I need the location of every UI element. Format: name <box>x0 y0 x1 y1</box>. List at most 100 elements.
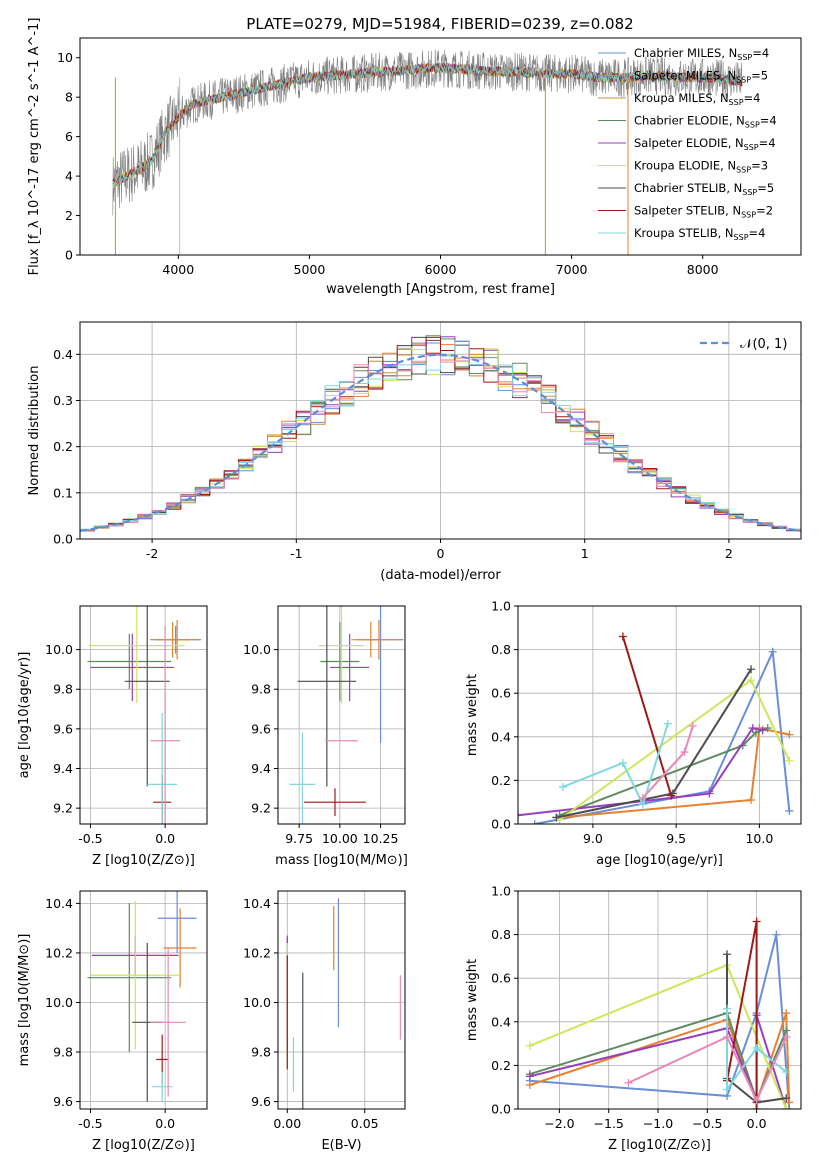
mass_vs_ebv-panel: 0.00 0.05 9.6 9.8 10.0 10.2 10.4 E(B-V) <box>243 890 406 1153</box>
age_vs_mass-xtick-label-1: 10.00 <box>322 831 358 846</box>
mass_vs_Z-xlabel: Z [log10(Z/Z⊙)] <box>92 1138 195 1153</box>
massweight_vs_age-ytick-label-1: 0.2 <box>491 773 511 788</box>
massweight_vs_age-marker-3-3 <box>758 726 767 735</box>
massweight_vs_age-frame-layer: 9.0 9.5 10.0 0.0 0.2 0.4 0.6 0.8 1.0 age [log10(a… <box>465 599 802 868</box>
residuals-xtick-label-3: 1 <box>581 546 589 561</box>
spectrum-legend-name-8: Kroupa STELIB, N <box>634 226 734 240</box>
massweight_vs_Z-marker-5-3 <box>782 1094 791 1103</box>
spectrum-plot-area <box>112 49 743 255</box>
mass_vs_ebv-frame <box>277 890 406 1110</box>
residuals-ytick-label-0: 0.0 <box>53 532 73 547</box>
spectrum-panel: 4000 5000 6000 7000 8000 0 2 4 6 8 10 Chabrier MILE… <box>27 18 802 297</box>
mass_vs_ebv-xtick-label-0: 0.00 <box>273 1116 301 1131</box>
spectrum-xtick-label-2: 6000 <box>425 262 457 277</box>
spectrum-legend-name-6: Chabrier STELIB, N <box>634 181 742 195</box>
spectrum-legend-count-8: =4 <box>749 226 766 240</box>
mass_vs_Z-xtick-label-1: 0.0 <box>155 1116 175 1131</box>
massweight_vs_Z-ytick-label-5: 1.0 <box>491 884 511 899</box>
massweight_vs_Z-xtick-label-3: −0.5 <box>692 1116 722 1131</box>
residuals-plot-area <box>80 335 801 534</box>
massweight_vs_age-marker-5-0 <box>552 813 561 822</box>
massweight_vs_Z-marker-8-2 <box>752 1096 761 1105</box>
spectrum-legend-name-3: Chabrier ELODIE, N <box>634 114 745 128</box>
massweight_vs_Z-ylabel: mass weight <box>465 959 480 1041</box>
residuals-xlabel: (data-model)/error <box>380 568 501 583</box>
massweight_vs_age-marker-6-0 <box>618 632 627 641</box>
massweight_vs_age-ytick-label-4: 0.8 <box>491 642 511 657</box>
mass_vs_Z-ytick-label-1: 9.8 <box>53 1045 73 1060</box>
residuals-xtick-label-4: 2 <box>725 546 733 561</box>
mass_vs_ebv-ytick-label-0: 9.6 <box>251 1094 271 1109</box>
age_vs_Z-panel: -0.5 0.0 9.2 9.4 9.6 9.8 10.0 Z [log10(Z/Z⊙)] ag… <box>17 605 208 868</box>
massweight_vs_age-marker-8-2 <box>688 721 697 730</box>
spectrum-xtick-label-0: 4000 <box>162 262 194 277</box>
spectrum-legend-label-4: Salpeter ELODIE, NSSP=4 <box>634 136 776 152</box>
mass_vs_Z-plot-area <box>87 891 197 1102</box>
age_vs_mass-xtick-label-2: 10.25 <box>363 831 399 846</box>
massweight_vs_Z-ytick-label-3: 0.6 <box>491 971 511 986</box>
massweight_vs_Z-marker-6-2 <box>752 1105 761 1109</box>
mass_vs_ebv-frame-layer: 0.00 0.05 9.6 9.8 10.0 10.2 10.4 E(B-V) <box>243 890 406 1153</box>
mass_vs_Z-ytick-label-3: 10.2 <box>45 945 73 960</box>
spectrum-legend-count-0: =4 <box>752 46 769 60</box>
massweight_vs_Z-marker-7-2 <box>752 1043 761 1052</box>
spectrum-legend-count-4: =4 <box>759 136 776 150</box>
figure-title: PLATE=0279, MJD=51984, FIBERID=0239, z=0… <box>246 15 633 33</box>
massweight_vs_age-marker-3-1 <box>705 789 714 798</box>
massweight_vs_age-xtick-label-2: 10.0 <box>745 831 773 846</box>
massweight_vs_age-series-0 <box>534 648 791 824</box>
massweight_vs_age-series-5 <box>556 668 752 819</box>
massweight_vs_age-xtick-label-1: 9.5 <box>666 831 686 846</box>
age_vs_Z-ytick-label-1: 9.4 <box>53 761 73 776</box>
massweight_vs_age-plot-area <box>518 632 794 824</box>
massweight_vs_Z-marker-8-3 <box>782 1033 791 1042</box>
massweight_vs_age-series-7 <box>562 723 669 808</box>
massweight_vs_Z-frame-layer: −2.0 −1.5 −1.0 −0.5 0.0 0.0 0.2 0.4 0.6 0.8 1.0 Z [… <box>465 884 802 1153</box>
massweight_vs_Z-marker-3-0 <box>525 1072 534 1081</box>
mass_vs_Z-ytick-label-2: 10.0 <box>45 995 73 1010</box>
spectrum-ytick-label-1: 2 <box>65 208 73 223</box>
spectrum-legend-label-5: Kroupa ELODIE, NSSP=3 <box>634 159 768 175</box>
spectrum-legend-count-1: =5 <box>751 69 768 83</box>
mass_vs_ebv-ytick-label-3: 10.2 <box>243 945 271 960</box>
massweight_vs_Z-marker-1-4 <box>785 1098 794 1107</box>
massweight_vs_Z-marker-4-0 <box>525 1041 534 1050</box>
residuals-frame-layer: -2 -1 0 1 2 0.0 0.1 0.2 0.3 0.4 𝒩(0, 1) (data-model… <box>27 321 802 583</box>
massweight_vs_Z-marker-5-0 <box>723 950 732 959</box>
spectrum-legend-sub-8: SSP <box>734 233 749 242</box>
spectrum-legend-label-2: Kroupa MILES, NSSP=4 <box>634 91 760 107</box>
massweight_vs_age-xtick-label-0: 9.0 <box>583 831 603 846</box>
spectrum-ytick-label-4: 8 <box>65 90 73 105</box>
spectrum-frame-layer: 4000 5000 6000 7000 8000 0 2 4 6 8 10 Chabrier MILE… <box>27 18 802 297</box>
spectrum-legend-count-7: =2 <box>756 204 773 218</box>
massweight_vs_Z-frame <box>517 890 802 1110</box>
massweight_vs_Z-ytick-label-1: 0.2 <box>491 1058 511 1073</box>
massweight_vs_age-ytick-label-5: 1.0 <box>491 599 511 614</box>
residuals-xtick-label-0: -2 <box>146 546 158 561</box>
spectrum-ytick-label-2: 4 <box>65 169 73 184</box>
age_vs_Z-frame <box>79 605 208 825</box>
spectrum-legend-label-6: Chabrier STELIB, NSSP=5 <box>634 181 774 197</box>
age_vs_mass-ytick-label-4: 10.0 <box>243 642 271 657</box>
massweight_vs_Z-marker-1-3 <box>782 1009 791 1018</box>
age_vs_mass-ytick-label-2: 9.6 <box>251 721 271 736</box>
massweight_vs_age-series-3 <box>518 726 763 817</box>
massweight_vs_age-series-6 <box>621 636 673 796</box>
spectrum-xlabel: wavelength [Angstrom, rest frame] <box>326 282 555 297</box>
spectrum-legend-name-7: Salpeter STELIB, N <box>634 204 741 218</box>
residuals-ytick-label-3: 0.3 <box>53 393 73 408</box>
massweight_vs_age-marker-4-2 <box>785 756 794 765</box>
residuals-ylabel: Normed distribution <box>27 366 42 496</box>
massweight_vs_age-marker-3-0 <box>518 811 522 820</box>
mass_vs_ebv-plot-area <box>286 898 401 1109</box>
massweight_vs_age-ytick-label-2: 0.4 <box>491 729 511 744</box>
gaussian-legend-label: 𝒩(0, 1) <box>740 337 787 352</box>
mass_vs_Z-ytick-label-4: 10.4 <box>45 896 73 911</box>
massweight_vs_age-marker-3-2 <box>748 724 757 733</box>
massweight_vs_age-marker-2-3 <box>763 724 772 733</box>
residuals-ytick-label-2: 0.2 <box>53 439 73 454</box>
spectrum-legend-sub-3: SSP <box>745 121 760 130</box>
gaussian-curve <box>80 353 801 532</box>
spectrum-legend-sub-7: SSP <box>741 211 756 220</box>
massweight_vs_age-marker-4-1 <box>747 676 756 685</box>
